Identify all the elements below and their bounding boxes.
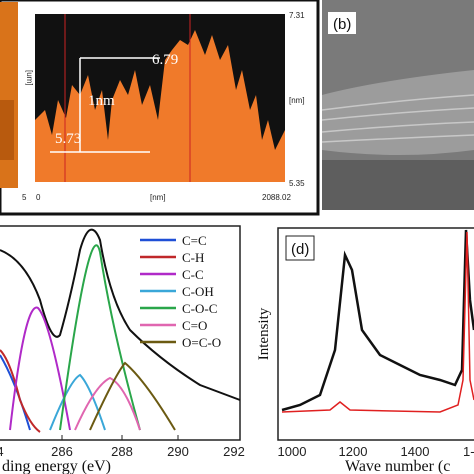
sem-shadow: [322, 160, 474, 210]
legend-label: O=C-O: [182, 335, 221, 350]
step-label: 1nm: [88, 93, 115, 109]
envelope: [0, 228, 241, 401]
curve-c-c: [9, 306, 71, 431]
legend-label: C-C: [182, 267, 204, 282]
y-min: 5.35: [289, 179, 305, 188]
curve-c-o: [74, 376, 141, 431]
x-tick-label: 1-: [463, 444, 474, 459]
curve-o-c-o: [89, 361, 176, 431]
bottom-label: 5.73: [55, 131, 81, 147]
x-tick-label: 4: [0, 444, 4, 459]
legend-label: C-O-C: [182, 301, 217, 316]
axes: [277, 227, 474, 441]
x-max: 2088.02: [262, 193, 291, 202]
panel-label: (d): [291, 241, 309, 258]
x-tick-label: 286: [51, 444, 73, 459]
red-spectrum: [281, 231, 474, 413]
panel-b: (b): [321, 0, 474, 210]
x-tick-label: 288: [111, 444, 133, 459]
panel-d: (d) Intensity 1000 1200 1400 1- Wave num…: [256, 227, 474, 474]
image-unit: [um]: [25, 70, 34, 86]
panel-c: C=C C-H C-C C-OH C-O-C C=O O=C-O 4 286 288 290…: [0, 225, 245, 474]
x-min: 0: [36, 193, 41, 202]
panel-label: (b): [333, 16, 351, 33]
black-spectrum: [281, 229, 474, 412]
panel-a: [um] 5 6.79 1nm 5.73 7.31 [nm] 5.35 0 [n…: [0, 0, 320, 216]
x-axis-label: Wave number (c: [345, 458, 450, 474]
x-tick-label: 1200: [339, 444, 368, 459]
label-box: [328, 12, 356, 34]
x-tick-label: 1400: [401, 444, 430, 459]
curve-c-oh: [49, 373, 106, 431]
curve-ch: [0, 349, 41, 433]
afm-image: [0, 2, 18, 188]
legend-label: C-H: [182, 250, 204, 265]
y-axis-label: Intensity: [256, 307, 272, 360]
x-tick-label: 292: [223, 444, 245, 459]
x-axis-label: ding energy (eV): [2, 458, 111, 474]
legend-label: C=O: [182, 318, 207, 333]
axes: [0, 225, 241, 441]
x-tick-label: 1000: [278, 444, 307, 459]
legend-label: C-OH: [182, 284, 214, 299]
image-tick: 5: [22, 193, 27, 202]
profile-fill: [35, 30, 285, 182]
sem-streaks: [321, 94, 474, 143]
y-max: 7.31: [289, 11, 305, 20]
legend-label: C=C: [182, 233, 207, 248]
label-box: [285, 235, 315, 261]
x-unit: [nm]: [150, 193, 166, 202]
top-label: 6.79: [152, 52, 178, 68]
x-tick-label: 290: [167, 444, 189, 459]
y-unit: [nm]: [289, 96, 305, 105]
afm-image-shade: [0, 100, 14, 160]
